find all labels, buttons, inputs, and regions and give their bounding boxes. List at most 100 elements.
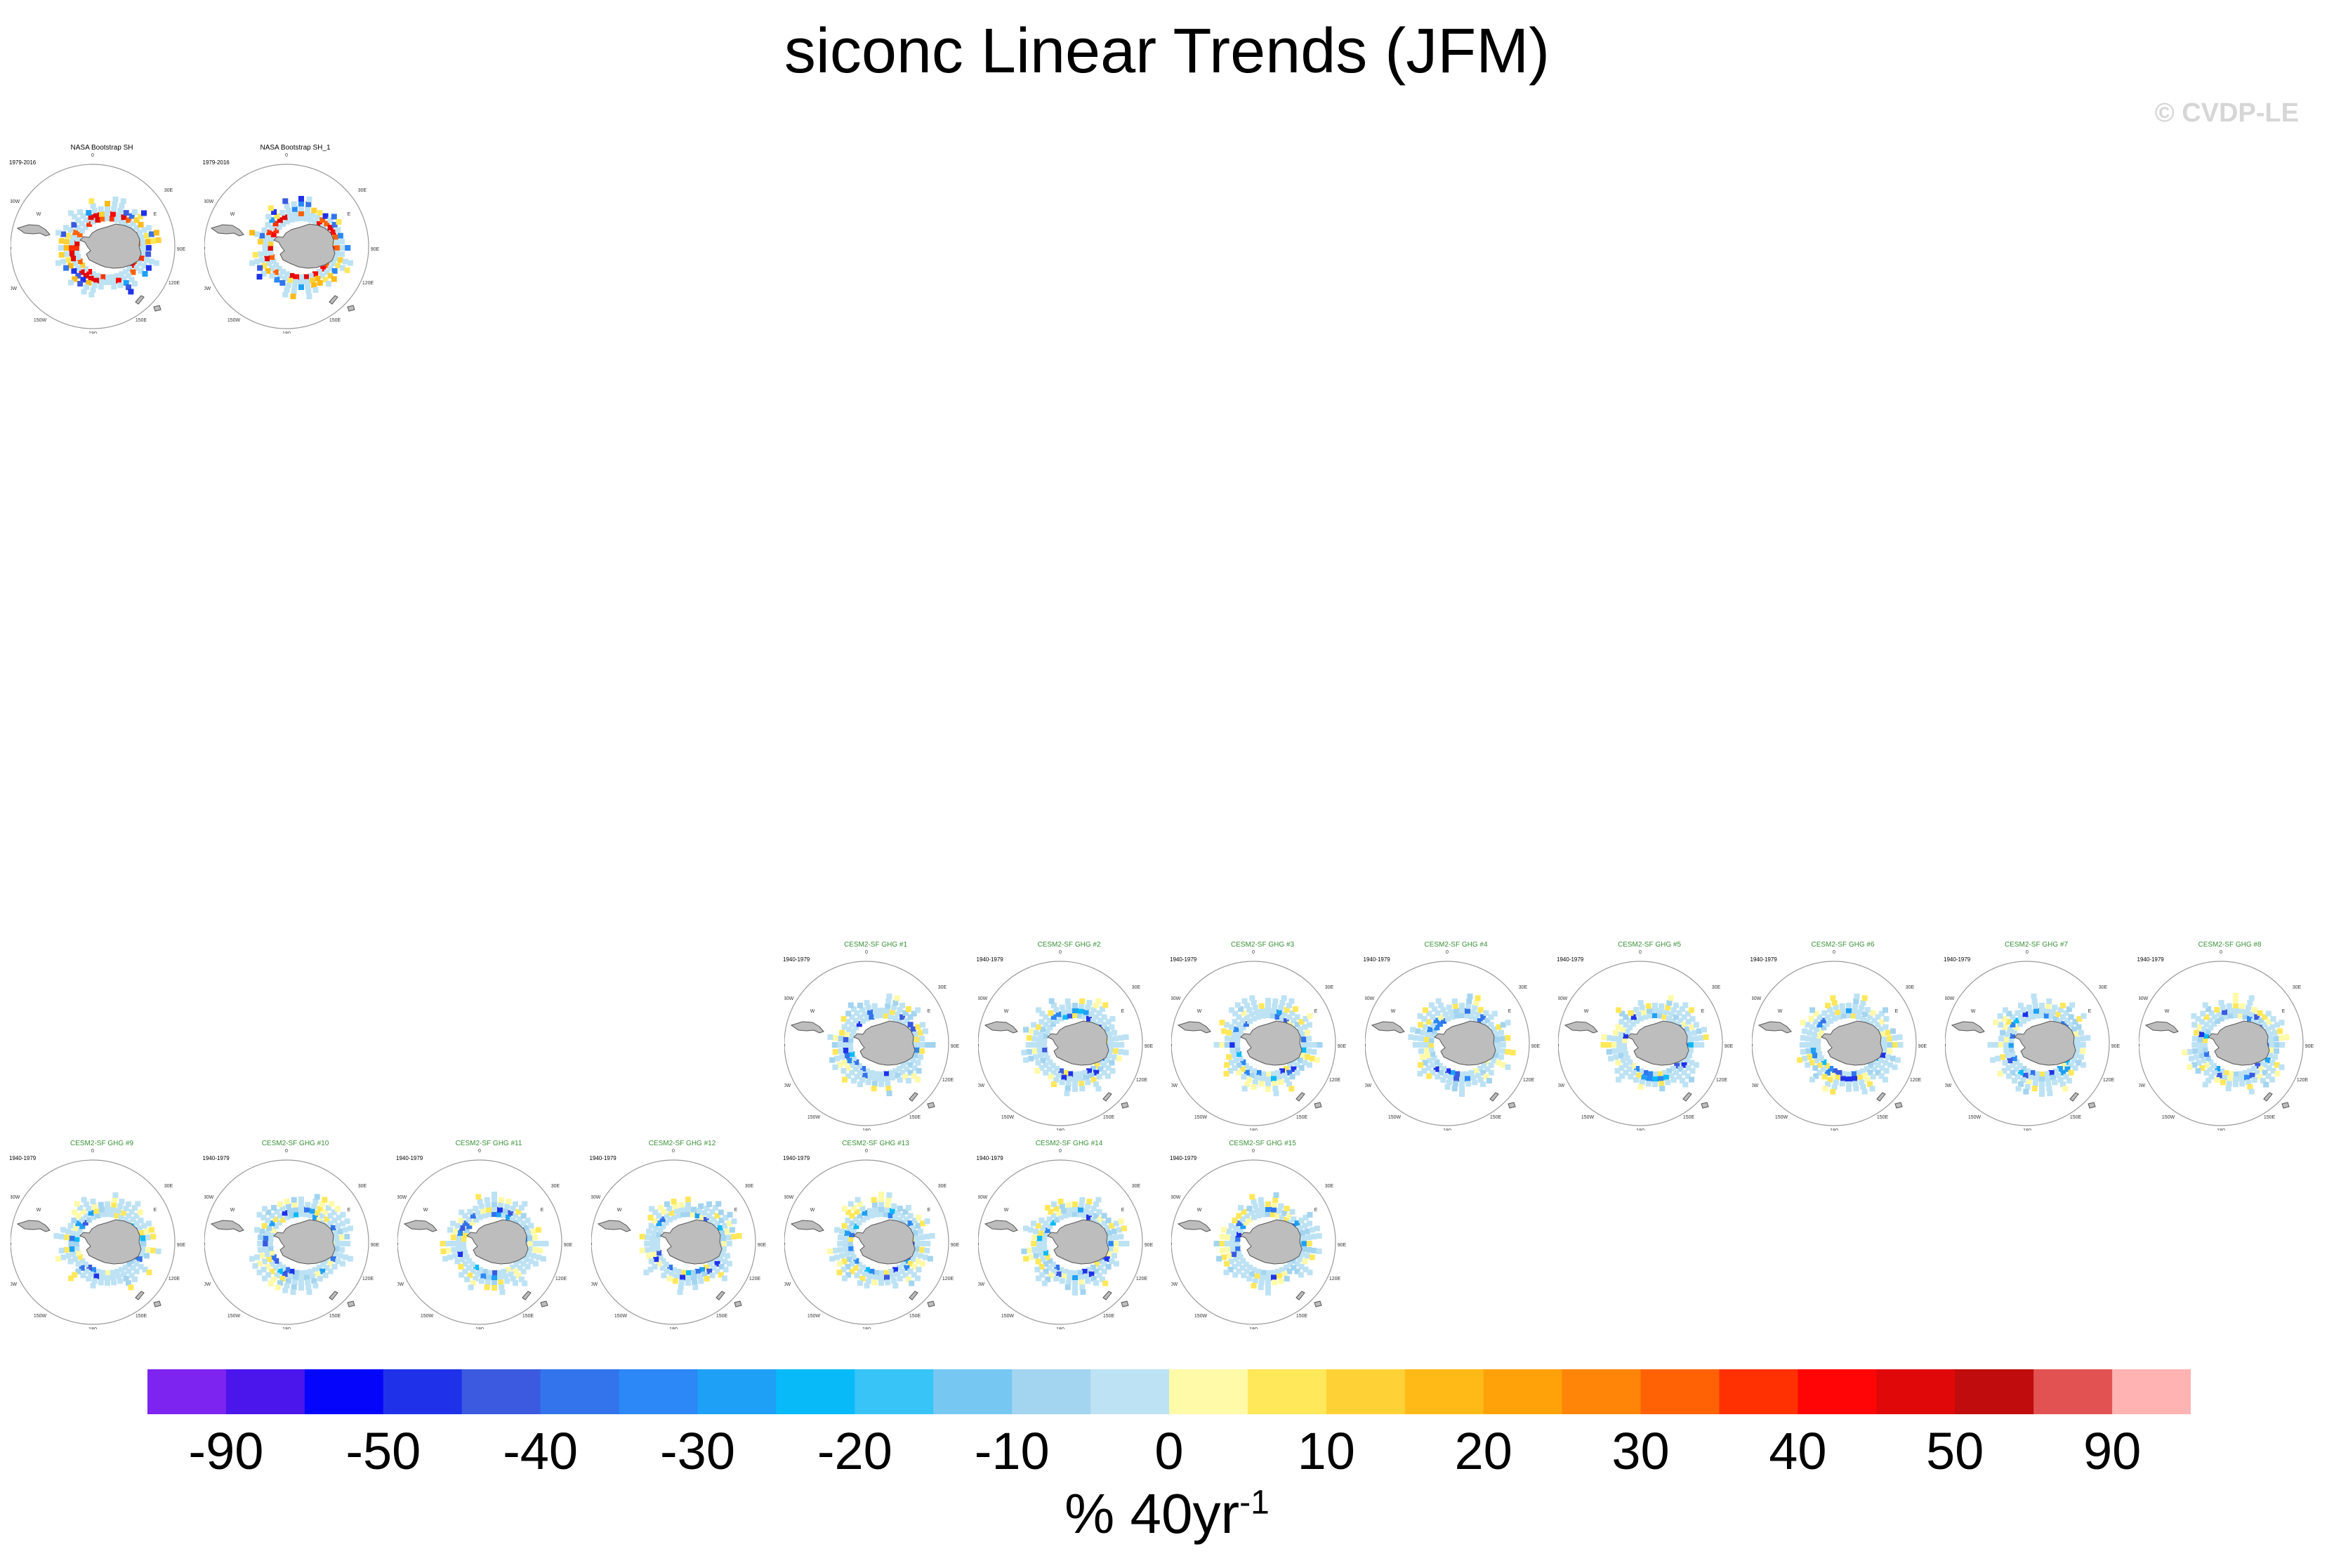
trend-cell xyxy=(1676,1074,1682,1080)
trend-cell xyxy=(1030,1220,1036,1227)
antarctica-landmass xyxy=(853,1020,916,1066)
trend-cell xyxy=(273,1272,279,1279)
longitude-label: 30W xyxy=(204,199,214,204)
trend-cell xyxy=(1824,1014,1831,1020)
trend-cell xyxy=(70,234,77,240)
trend-cell xyxy=(1611,1036,1617,1042)
trend-cell xyxy=(1306,1241,1312,1246)
trend-cell xyxy=(2050,1009,2056,1015)
trend-cell xyxy=(2000,1054,2006,1060)
trend-cell xyxy=(1244,1081,1250,1088)
trend-cell xyxy=(2078,1029,2084,1036)
trend-cell xyxy=(150,238,157,244)
trend-cell xyxy=(347,1225,353,1232)
trend-cell xyxy=(1090,1066,1096,1072)
trend-cell xyxy=(2002,1024,2008,1030)
trend-cell xyxy=(685,1206,691,1212)
trend-cell xyxy=(1663,1009,1669,1015)
trend-cell xyxy=(105,1275,110,1281)
trend-cell xyxy=(261,1258,268,1265)
trend-cell xyxy=(2226,1003,2232,1009)
trend-cell xyxy=(837,1036,843,1042)
trend-cell xyxy=(694,1268,701,1274)
trend-cell xyxy=(855,1197,861,1203)
trend-cell xyxy=(2193,1054,2199,1060)
trend-cell xyxy=(63,1234,70,1241)
south-america-landmass xyxy=(790,1021,824,1034)
trend-cell xyxy=(528,1258,534,1265)
trend-cell xyxy=(697,1278,704,1284)
longitude-label: 150W xyxy=(807,1115,821,1120)
trend-cell xyxy=(1066,1206,1072,1213)
trend-cell xyxy=(263,1230,270,1236)
trend-cell xyxy=(673,1273,680,1279)
trend-cell xyxy=(1093,1201,1099,1207)
longitude-label: 120E xyxy=(1909,1078,1921,1083)
trend-cell xyxy=(1298,1019,1305,1025)
trend-cell xyxy=(1258,1197,1264,1203)
trend-cell xyxy=(1616,1036,1623,1043)
trend-cell xyxy=(659,1216,666,1223)
trend-cell xyxy=(924,1218,930,1225)
trend-cell xyxy=(666,1265,673,1270)
longitude-label: 90E xyxy=(1918,1044,1927,1049)
trend-cell xyxy=(846,1058,852,1064)
trend-cell xyxy=(1652,1003,1658,1008)
trend-cell xyxy=(268,205,274,211)
trend-cell xyxy=(70,256,77,262)
longitude-label: W xyxy=(1584,1009,1589,1014)
trend-cell xyxy=(2242,1069,2248,1076)
trend-cell xyxy=(314,1194,320,1200)
trend-cell xyxy=(910,1225,916,1231)
trend-cell xyxy=(2003,1007,2008,1013)
trend-cell xyxy=(1238,1205,1244,1211)
trend-cell xyxy=(141,263,147,269)
trend-cell xyxy=(1050,1062,1056,1069)
trend-cell xyxy=(2248,1088,2255,1095)
longitude-label: 120E xyxy=(1135,1277,1147,1282)
trend-cell xyxy=(263,234,270,240)
trend-cell xyxy=(1471,1004,1477,1010)
trend-cell xyxy=(1270,1211,1276,1218)
trend-cell xyxy=(1112,1036,1119,1042)
trend-cell xyxy=(2032,1081,2038,1087)
trend-cell xyxy=(1845,1013,1852,1018)
trend-cell xyxy=(1072,1270,1078,1276)
trend-cell xyxy=(80,1208,86,1215)
trend-cell xyxy=(2045,1081,2052,1087)
trend-cell xyxy=(1067,1270,1073,1276)
trend-cell xyxy=(306,1289,312,1296)
trend-cell xyxy=(123,279,129,286)
trend-cell xyxy=(487,1270,493,1276)
trend-cell xyxy=(538,1241,544,1246)
trend-cell xyxy=(1668,1011,1675,1017)
trend-cell xyxy=(1606,1048,1612,1055)
trend-cell xyxy=(2227,1008,2233,1014)
trend-cell xyxy=(332,1230,338,1236)
trend-cell xyxy=(1834,1074,1840,1081)
trend-cell xyxy=(306,196,312,202)
trend-cell xyxy=(1218,1241,1225,1246)
trend-cell xyxy=(891,1004,897,1010)
trend-cell xyxy=(1453,1076,1459,1082)
trend-cell xyxy=(293,274,299,280)
trend-cell xyxy=(1419,1054,1425,1060)
trend-cell xyxy=(2039,1086,2045,1092)
trend-cell xyxy=(1811,1031,1817,1037)
trend-cell xyxy=(2076,1024,2082,1030)
trend-cell xyxy=(2057,1007,2064,1013)
trend-cell xyxy=(2246,1000,2253,1006)
trend-cell xyxy=(470,1268,476,1274)
trend-cell xyxy=(1086,1267,1092,1273)
trend-cell xyxy=(925,1042,931,1048)
trend-cell xyxy=(100,216,106,222)
trend-cell xyxy=(903,1059,909,1065)
trend-cell xyxy=(83,1268,89,1274)
trend-cell xyxy=(1252,1278,1258,1284)
trend-cell xyxy=(1698,1035,1704,1041)
trend-cell xyxy=(128,289,134,295)
trend-cell xyxy=(75,254,81,260)
trend-cell xyxy=(1291,1216,1297,1223)
trend-cell xyxy=(1666,1015,1672,1022)
panel-title: CESM2-SF GHG #1 xyxy=(843,941,908,949)
